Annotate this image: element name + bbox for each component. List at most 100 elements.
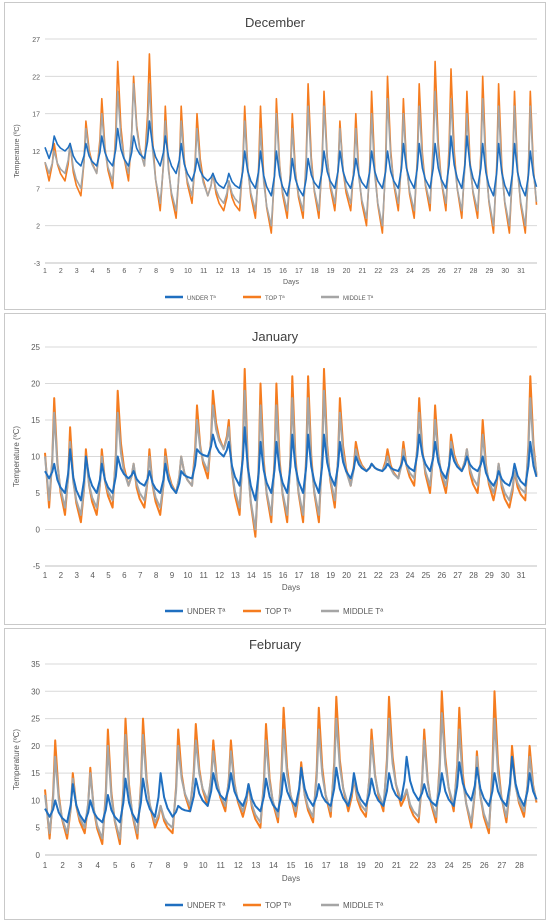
february-x-tick-label: 3 — [78, 861, 83, 870]
december-x-tick-label: 18 — [311, 268, 319, 275]
december-x-tick-label: 15 — [263, 268, 271, 275]
december-y-tick-label: 17 — [32, 112, 40, 119]
january-x-tick-label: 19 — [326, 571, 335, 580]
february-x-tick-label: 28 — [515, 861, 524, 870]
december-x-tick-label: 17 — [295, 268, 303, 275]
december-x-tick-label: 1 — [43, 268, 47, 275]
december-x-tick-label: 5 — [107, 268, 111, 275]
january-x-tick-label: 12 — [215, 571, 224, 580]
december-x-tick-label: 11 — [200, 268, 207, 275]
december-y-tick-label: -3 — [34, 261, 40, 268]
february-y-tick-label: 15 — [31, 769, 40, 778]
december-x-tick-label: 10 — [184, 268, 192, 275]
february-x-tick-label: 22 — [410, 861, 419, 870]
february-x-tick-label: 17 — [322, 861, 331, 870]
january-chart-panel: January -5 0 5 10 15 20 25 1 2 3 4 5 6 7 8 9 10 11 12 13 14 15… — [4, 313, 546, 625]
february-x-tick-label: 24 — [445, 861, 454, 870]
january-x-tick-label: 14 — [247, 571, 256, 580]
february-x-tick-label: 2 — [60, 861, 65, 870]
february-y-tick-label: 0 — [36, 851, 41, 860]
january-chart-title: January — [252, 329, 299, 344]
january-x-tick-label: 20 — [342, 571, 351, 580]
december-x-tick-label: 31 — [517, 268, 525, 275]
january-x-tick-label: 10 — [183, 571, 192, 580]
february-x-tick-label: 25 — [462, 861, 471, 870]
february-x-tick-label: 10 — [199, 861, 208, 870]
february-legend-label-under: UNDER Tª — [187, 901, 225, 910]
february-x-tick-label: 8 — [166, 861, 171, 870]
december-legend-label-top: TOP Tª — [265, 295, 285, 302]
december-x-tick-label: 6 — [122, 268, 126, 275]
january-series-under-line — [44, 426, 538, 502]
december-y-tick-label: 2 — [36, 224, 40, 231]
december-y-tick-label: 12 — [32, 149, 40, 156]
february-x-tick-label: 23 — [427, 861, 436, 870]
february-x-tick-label: 12 — [234, 861, 243, 870]
january-legend-label-top: TOP Tª — [265, 607, 291, 616]
january-x-tick-label: 18 — [310, 571, 319, 580]
january-x-tick-label: 24 — [406, 571, 415, 580]
december-series-middle-line — [44, 83, 538, 227]
december-x-tick-label: 14 — [247, 268, 255, 275]
february-y-tick-label: 10 — [31, 796, 40, 805]
january-x-tick-label: 31 — [517, 571, 526, 580]
february-x-tick-label: 11 — [217, 861, 226, 870]
february-x-tick-label: 5 — [113, 861, 118, 870]
december-x-tick-label: 3 — [75, 268, 79, 275]
february-y-axis-label: Temperature (ºC) — [12, 729, 21, 790]
february-x-tick-label: 19 — [357, 861, 366, 870]
december-x-axis-label: Days — [283, 279, 299, 286]
february-x-tick-label: 21 — [392, 861, 401, 870]
january-x-tick-label: 13 — [231, 571, 240, 580]
december-chart-title: December — [245, 15, 306, 30]
january-x-tick-label: 16 — [279, 571, 288, 580]
january-x-tick-label: 8 — [154, 571, 159, 580]
january-x-tick-label: 17 — [294, 571, 303, 580]
december-y-tick-label: 7 — [36, 186, 40, 193]
december-x-tick-label: 19 — [327, 268, 335, 275]
february-x-tick-label: 7 — [148, 861, 153, 870]
december-x-tick-label: 29 — [485, 268, 493, 275]
february-series-under-line — [44, 755, 538, 824]
january-legend-label-middle: MIDDLE Tª — [343, 607, 383, 616]
january-x-tick-label: 15 — [263, 571, 272, 580]
january-x-tick-label: 2 — [59, 571, 64, 580]
january-y-tick-label: 0 — [36, 526, 41, 535]
february-x-tick-label: 6 — [131, 861, 136, 870]
january-x-axis-label: Days — [282, 583, 300, 592]
february-x-tick-label: 26 — [480, 861, 489, 870]
february-x-tick-label: 15 — [287, 861, 296, 870]
february-x-tick-label: 20 — [374, 861, 383, 870]
february-y-tick-label: 35 — [31, 660, 40, 669]
january-x-tick-label: 9 — [170, 571, 175, 580]
january-x-tick-label: 1 — [43, 571, 48, 580]
january-x-tick-label: 26 — [437, 571, 446, 580]
january-x-tick-label: 29 — [485, 571, 494, 580]
december-x-tick-label: 24 — [406, 268, 414, 275]
january-x-tick-label: 7 — [138, 571, 143, 580]
december-x-tick-label: 7 — [138, 268, 142, 275]
january-legend-label-under: UNDER Tª — [187, 607, 225, 616]
december-x-tick-label: 9 — [170, 268, 174, 275]
january-y-tick-label: 15 — [31, 416, 40, 425]
february-y-tick-label: 30 — [31, 687, 40, 696]
february-legend-label-top: TOP Tª — [265, 901, 291, 910]
december-x-tick-label: 26 — [438, 268, 446, 275]
january-x-tick-label: 25 — [421, 571, 430, 580]
january-y-axis-label: Temperature (ºC) — [12, 426, 21, 487]
december-legend-label-under: UNDER Tª — [187, 295, 217, 302]
february-chart-panel: February 0 5 10 15 20 25 30 35 1 2 3 4 5 6 7 8 9 10 11 12 13 1… — [4, 628, 546, 920]
december-x-tick-label: 13 — [232, 268, 240, 275]
january-x-tick-label: 5 — [106, 571, 111, 580]
february-x-tick-label: 4 — [95, 861, 100, 870]
january-y-tick-label: -5 — [33, 562, 41, 571]
february-x-tick-label: 27 — [497, 861, 506, 870]
december-y-axis-label: Temperature (ºC) — [14, 124, 21, 178]
january-x-tick-label: 28 — [469, 571, 478, 580]
december-x-tick-label: 22 — [374, 268, 382, 275]
december-x-tick-label: 28 — [470, 268, 478, 275]
january-x-tick-label: 21 — [358, 571, 367, 580]
